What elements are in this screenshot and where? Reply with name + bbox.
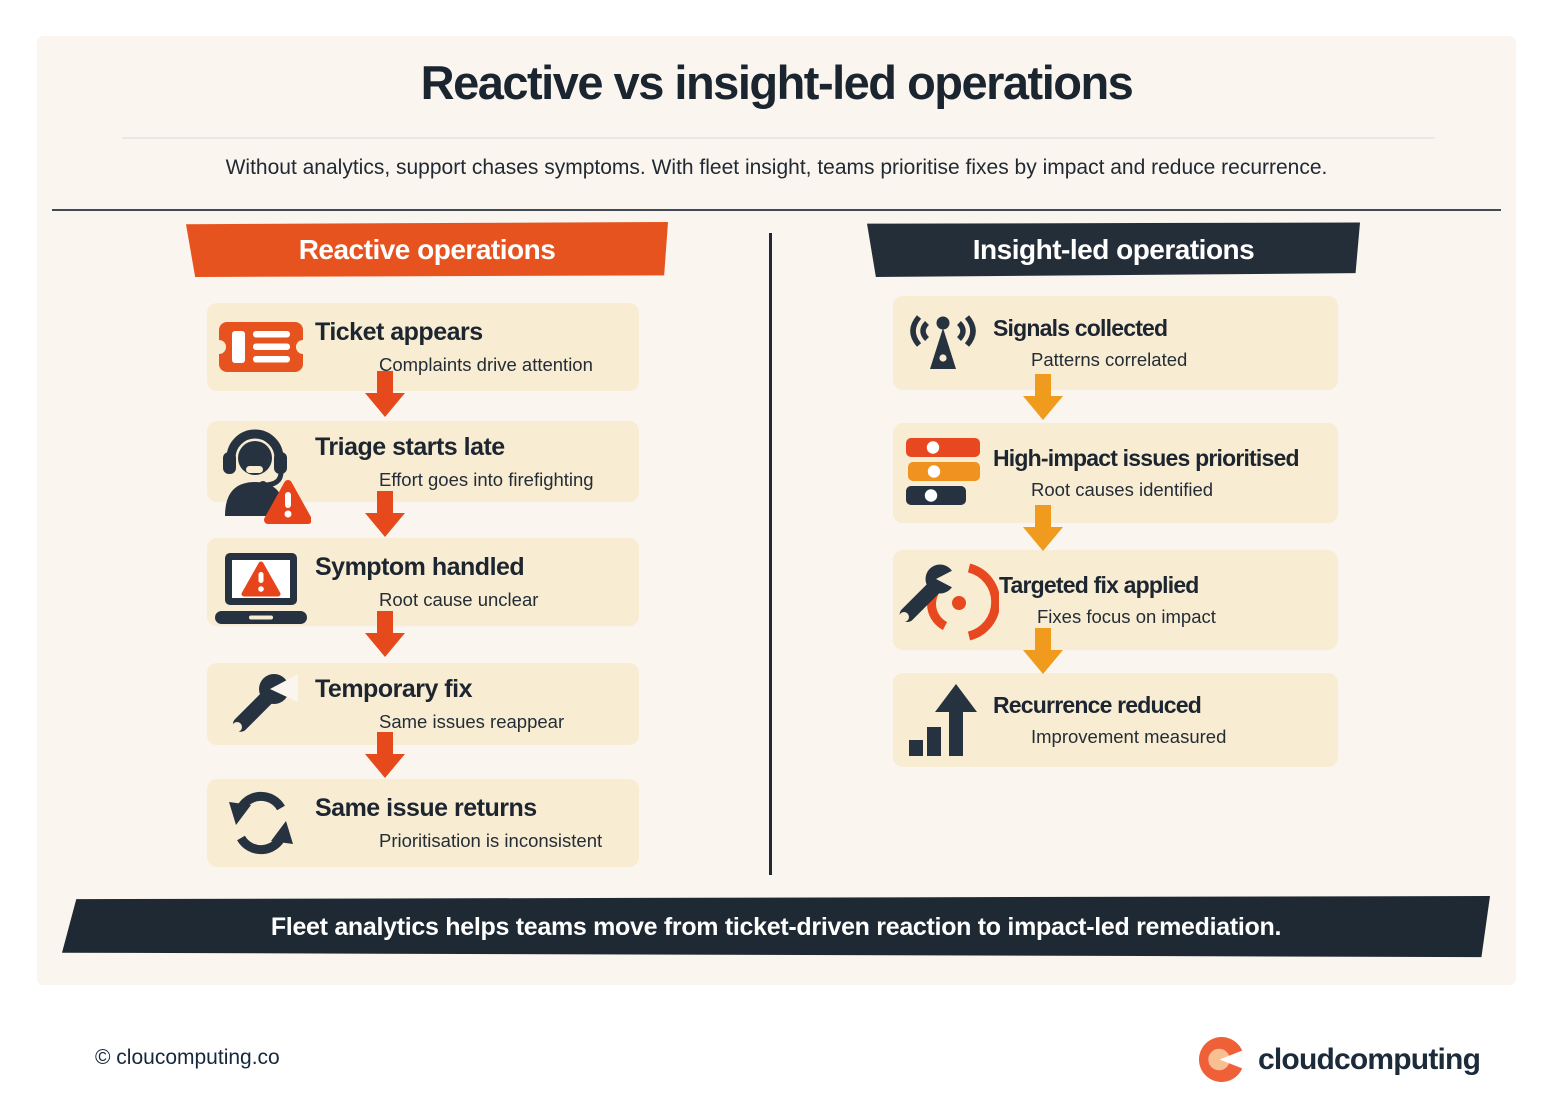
step-title: Recurrence reduced <box>993 692 1202 718</box>
step-card-targeted-fix-applied: Targeted fix applied Fixes focus on impa… <box>893 550 1338 650</box>
brand-logo: cloudcomputing <box>1198 1036 1481 1083</box>
brand-logo-icon <box>1198 1036 1245 1083</box>
step-card-ticket-appears: Ticket appears Complaints drive attentio… <box>207 303 639 391</box>
step-card-symptom-handled: Symptom handled Root cause unclear <box>207 538 639 626</box>
step-title: Symptom handled <box>315 553 525 581</box>
antenna-icon <box>893 311 993 375</box>
wrench-icon <box>207 668 315 740</box>
brand-name: cloudcomputing <box>1258 1042 1481 1076</box>
step-title: Targeted fix applied <box>999 572 1199 598</box>
step-subtitle: Patterns correlated <box>1031 349 1188 370</box>
step-subtitle: Root causes identified <box>1031 479 1214 500</box>
step-subtitle: Effort goes into firefighting <box>379 468 594 490</box>
step-subtitle: Root cause unclear <box>379 589 539 610</box>
divider-dark <box>52 209 1501 211</box>
step-card-recurrence-reduced: Recurrence reduced Improvement measured <box>893 673 1338 767</box>
step-title: Ticket appears <box>315 318 483 346</box>
step-subtitle: Same issues reappear <box>379 711 565 732</box>
down-arrow-icon <box>365 371 405 417</box>
priority-stack-icon <box>893 437 993 509</box>
cycle-arrows-icon <box>207 789 315 857</box>
wrench-target-icon <box>893 558 999 642</box>
growth-chart-icon <box>893 682 993 758</box>
step-subtitle: Fixes focus on impact <box>1037 606 1216 627</box>
step-title: Temporary fix <box>315 675 472 703</box>
step-title: Triage starts late <box>315 432 505 461</box>
insight-column-header: Insight-led operations <box>867 222 1360 277</box>
laptop-warning-icon <box>207 537 315 627</box>
conclusion-banner-text: Fleet analytics helps teams move from ti… <box>270 913 1282 941</box>
step-title: High-impact issues prioritised <box>993 445 1300 471</box>
step-card-triage-starts-late: Triage starts late Effort goes into fire… <box>207 421 639 524</box>
step-subtitle: Complaints drive attention <box>379 354 593 375</box>
down-arrow-icon <box>1023 505 1063 551</box>
step-card-high-impact-prioritised: High-impact issues prioritised Root caus… <box>893 423 1338 523</box>
step-card-temporary-fix: Temporary fix Same issues reappear <box>207 663 639 745</box>
reactive-header-label: Reactive operations <box>298 233 556 265</box>
copyright-text: © cloucomputing.co <box>95 1046 280 1069</box>
reactive-column-header: Reactive operations <box>186 222 668 277</box>
page-subtitle: Without analytics, support chases sympto… <box>225 156 1328 179</box>
down-arrow-icon <box>365 611 405 657</box>
page-title: Reactive vs insight-led operations <box>420 56 1134 109</box>
step-card-same-issue-returns: Same issue returns Prioritisation is inc… <box>207 779 639 867</box>
down-arrow-icon <box>1023 374 1063 420</box>
down-arrow-icon <box>365 732 405 778</box>
divider-light <box>122 137 1435 139</box>
step-card-signals-collected: Signals collected Patterns correlated <box>893 296 1338 390</box>
step-title: Same issue returns <box>315 794 537 822</box>
step-subtitle: Improvement measured <box>1031 726 1227 747</box>
ticket-icon <box>207 316 315 378</box>
step-title: Signals collected <box>993 315 1168 341</box>
down-arrow-icon <box>365 491 405 537</box>
down-arrow-icon <box>1023 628 1063 674</box>
column-divider <box>769 233 772 875</box>
insight-header-label: Insight-led operations <box>972 233 1255 265</box>
conclusion-banner: Fleet analytics helps teams move from ti… <box>62 896 1490 958</box>
step-subtitle: Prioritisation is inconsistent <box>379 830 603 851</box>
support-agent-warning-icon <box>207 392 315 532</box>
